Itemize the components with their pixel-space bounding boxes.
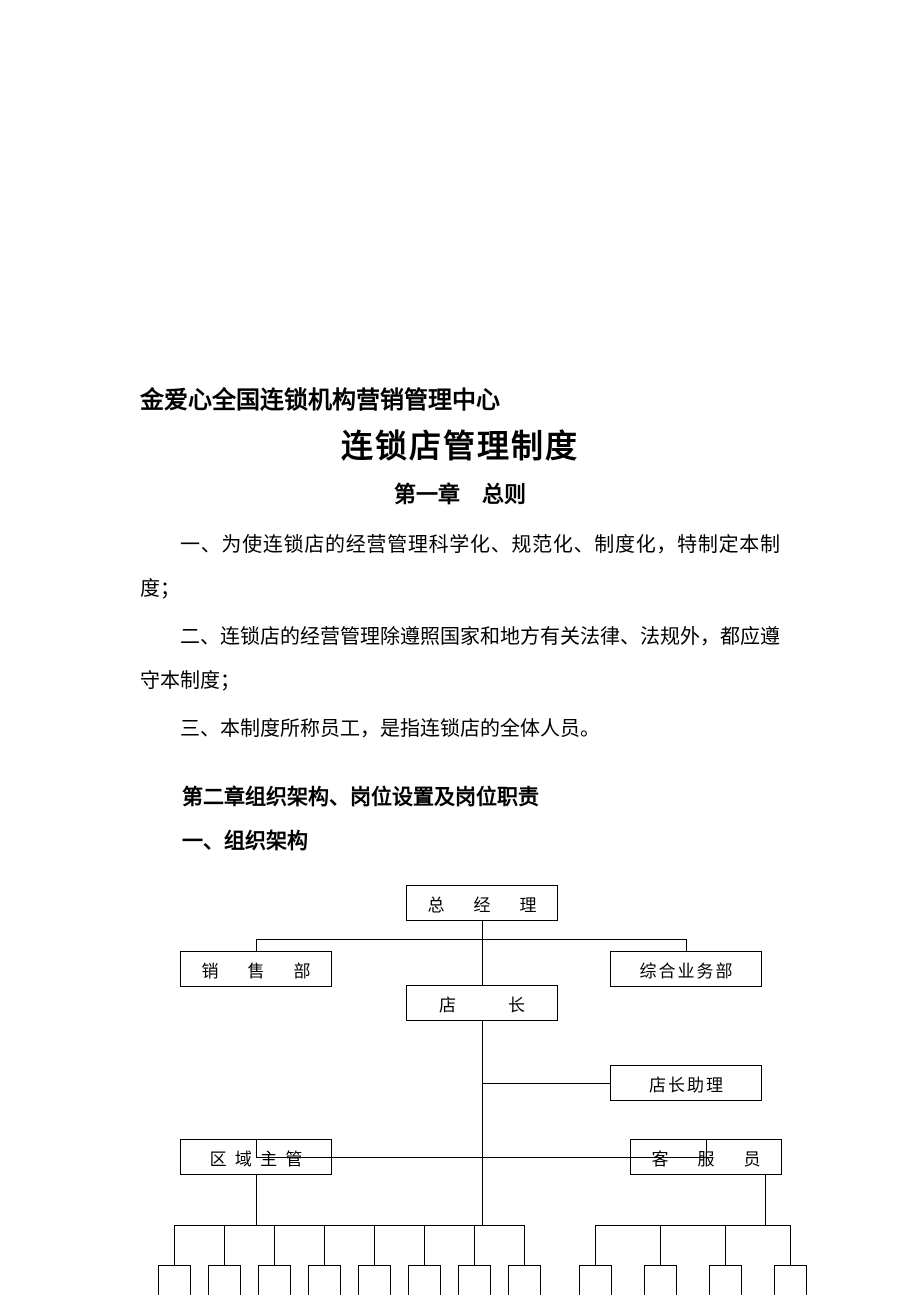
chapter1-heading: 第一章 总则 — [140, 477, 780, 509]
org-line — [424, 1225, 425, 1265]
org-line — [158, 1265, 159, 1295]
org-line — [158, 1265, 190, 1266]
org-line — [482, 939, 483, 985]
org-line — [256, 939, 686, 940]
org-line — [806, 1265, 807, 1295]
org-line — [524, 1225, 525, 1265]
org-line — [258, 1265, 259, 1295]
org-line — [790, 1225, 791, 1265]
org-line — [256, 1139, 257, 1157]
org-node-gm: 总 经 理 — [406, 885, 558, 921]
org-line — [579, 1265, 611, 1266]
org-line — [490, 1265, 491, 1295]
org-line — [390, 1265, 391, 1295]
org-line — [611, 1265, 612, 1295]
paragraph: 二、连锁店的经营管理除遵照国家和地方有关法律、法规外，都应遵守本制度； — [140, 615, 780, 703]
org-line — [579, 1265, 580, 1295]
org-line — [686, 939, 687, 951]
chapter2-heading: 第二章组织架构、岗位设置及岗位职责 — [140, 781, 780, 811]
org-line — [482, 1083, 610, 1084]
org-line — [256, 1175, 257, 1225]
org-line — [240, 1265, 241, 1295]
org-line — [644, 1265, 676, 1266]
org-line — [440, 1265, 441, 1295]
org-line — [458, 1265, 459, 1295]
org-line — [324, 1225, 325, 1265]
section1-heading: 一、组织架构 — [140, 825, 780, 855]
org-line — [358, 1265, 359, 1295]
org-line — [741, 1265, 742, 1295]
org-line — [725, 1225, 726, 1265]
org-line — [224, 1225, 225, 1265]
org-node-sales: 销 售 部 — [180, 951, 332, 987]
org-line — [774, 1265, 775, 1295]
doc-header: 金爱心全国连锁机构营销管理中心 — [140, 380, 780, 415]
org-line — [308, 1265, 309, 1295]
org-line — [340, 1265, 341, 1295]
org-line — [174, 1225, 524, 1226]
org-line — [706, 1139, 707, 1157]
org-line — [482, 921, 483, 939]
org-line — [508, 1265, 540, 1266]
org-line — [774, 1265, 806, 1266]
paragraph: 一、为使连锁店的经营管理科学化、规范化、制度化，特制定本制度； — [140, 523, 780, 611]
org-line — [256, 939, 257, 951]
paragraph: 三、本制度所称员工，是指连锁店的全体人员。 — [140, 707, 780, 751]
org-chart: 总 经 理销 售 部综合业务部店 长店长助理区 域 主 管客 服 员 — [150, 885, 790, 1305]
org-line — [408, 1265, 440, 1266]
org-line — [308, 1265, 340, 1266]
org-line — [482, 1021, 483, 1225]
org-line — [644, 1265, 645, 1295]
org-line — [765, 1175, 766, 1225]
org-line — [374, 1225, 375, 1265]
org-line — [458, 1265, 490, 1266]
org-line — [508, 1265, 509, 1295]
org-line — [290, 1265, 291, 1295]
org-line — [258, 1265, 290, 1266]
org-line — [208, 1265, 240, 1266]
org-line — [358, 1265, 390, 1266]
org-line — [540, 1265, 541, 1295]
org-line — [190, 1265, 191, 1295]
org-line — [256, 1157, 706, 1158]
org-node-assistant: 店长助理 — [610, 1065, 762, 1101]
org-node-manager: 店 长 — [406, 985, 558, 1021]
org-line — [474, 1225, 475, 1265]
org-line — [595, 1225, 596, 1265]
org-line — [174, 1225, 175, 1265]
org-node-biz: 综合业务部 — [610, 951, 762, 987]
org-line — [595, 1225, 790, 1226]
org-line — [208, 1265, 209, 1295]
document-page: 金爱心全国连锁机构营销管理中心 连锁店管理制度 第一章 总则 一、为使连锁店的经… — [140, 380, 780, 865]
org-line — [660, 1225, 661, 1265]
org-line — [709, 1265, 741, 1266]
org-line — [709, 1265, 710, 1295]
org-line — [274, 1225, 275, 1265]
org-line — [676, 1265, 677, 1295]
org-line — [408, 1265, 409, 1295]
doc-title: 连锁店管理制度 — [140, 421, 780, 467]
